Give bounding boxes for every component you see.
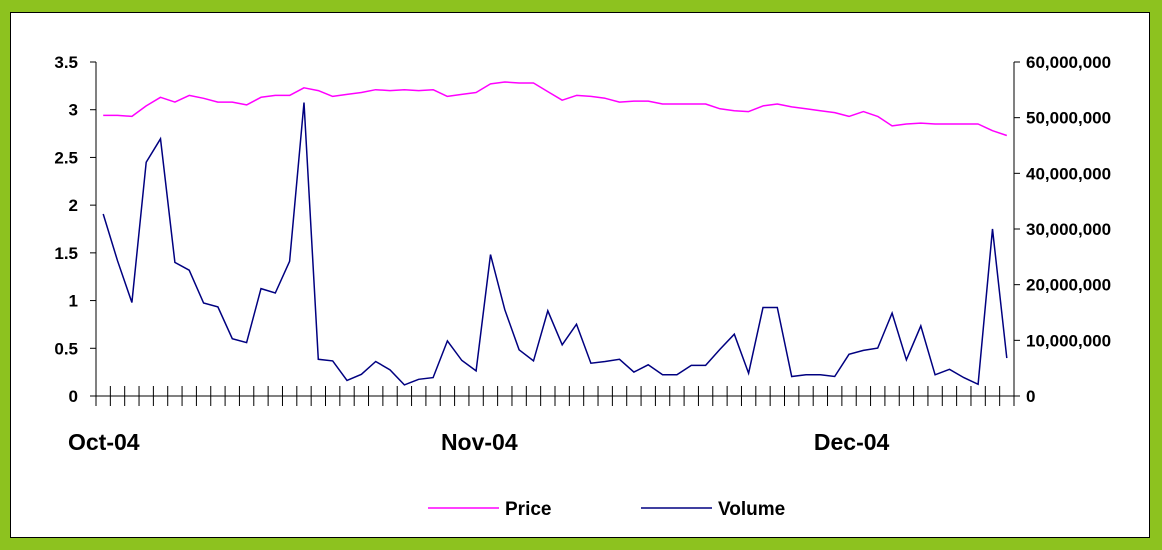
x-month-label: Nov-04 <box>441 429 518 455</box>
y-right-tick-label: 60,000,000 <box>1026 53 1111 72</box>
x-month-label: Oct-04 <box>68 429 140 455</box>
y-left-tick-label: 3.5 <box>54 53 78 72</box>
y-right-tick-label: 50,000,000 <box>1026 109 1111 128</box>
series-group <box>102 81 1008 386</box>
y-left-tick-label: 2 <box>69 196 78 215</box>
y-right-tick-label: 20,000,000 <box>1026 276 1111 295</box>
y-right-tick-label: 0 <box>1026 387 1035 406</box>
y-left-tick-label: 1.5 <box>54 244 78 263</box>
y-left-tick-label: 2.5 <box>54 148 78 167</box>
y-right-tick-label: 40,000,000 <box>1026 164 1111 183</box>
chart-panel: 0 0.5 1 1.5 2 2.5 3 3.5 0 10,000,000 20,000,000 30,… <box>10 12 1150 538</box>
legend-price-label: Price <box>505 499 551 520</box>
price-series-line <box>103 81 1008 137</box>
legend: Price Volume <box>428 499 785 520</box>
volume-series-line <box>102 102 1008 386</box>
x-month-label: Dec-04 <box>814 429 890 455</box>
price-volume-chart: 0 0.5 1 1.5 2 2.5 3 3.5 0 10,000,000 20,000,000 30,… <box>54 53 1111 520</box>
y-left-tick-label: 0 <box>69 387 78 406</box>
y-right-tick-label: 30,000,000 <box>1026 220 1111 239</box>
y-left-tick-label: 0.5 <box>54 339 78 358</box>
labels-group: 0 0.5 1 1.5 2 2.5 3 3.5 0 10,000,000 20,000,000 30,… <box>54 53 1111 455</box>
axes-group <box>95 62 1015 397</box>
ticks-group <box>90 61 1020 406</box>
y-right-tick-label: 10,000,000 <box>1026 331 1111 350</box>
y-left-tick-label: 1 <box>69 292 78 311</box>
legend-volume-label: Volume <box>718 499 785 520</box>
y-left-tick-label: 3 <box>69 101 78 120</box>
